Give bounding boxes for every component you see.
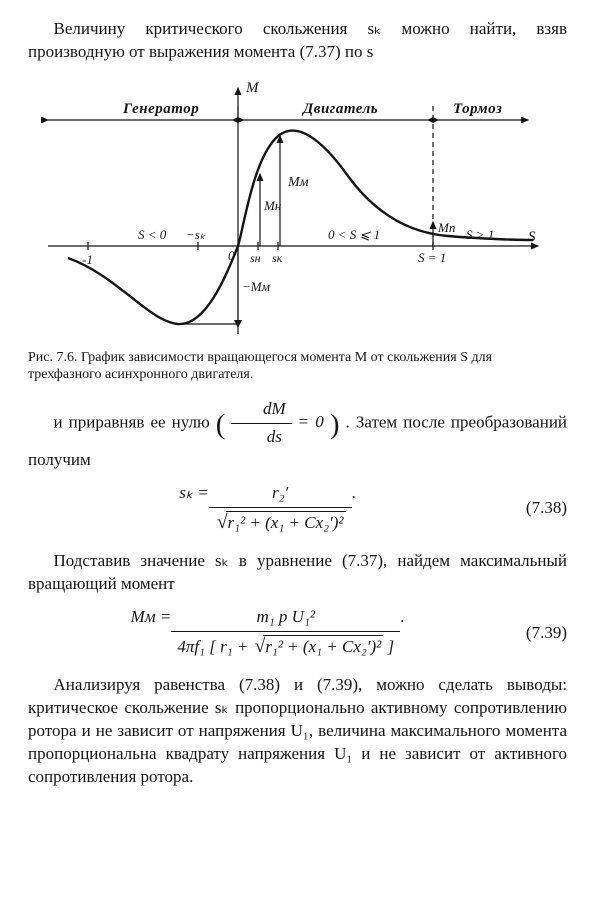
dMds-num: dM <box>231 398 291 424</box>
region-generator-label: Генератор <box>122 101 199 117</box>
equation-7-39: Mм = m₁ p U₁² 4πf₁ [ r₁ + r₁² + (x₁ + Cx… <box>28 606 567 660</box>
after-fig-paragraph: и приравняв ее нулю ( dM ds = 0 ) . Зате… <box>28 398 567 472</box>
dMds-inline-eq: ( dM ds = 0 ) <box>216 412 346 431</box>
eq38-num: r₂′ <box>209 482 352 508</box>
tick-neg-sk: −sₖ <box>186 227 206 242</box>
eq39-number: (7.39) <box>507 622 567 645</box>
region-brake-label: Тормоз <box>453 101 502 117</box>
eq39-den-prefix: 4πf₁ [ r₁ + <box>177 637 252 656</box>
tick-s-eq-1: S = 1 <box>418 250 446 265</box>
intro-paragraph: Величину критического скольжения sₖ можн… <box>28 18 567 64</box>
eq39-num: m₁ p U₁² <box>171 606 400 632</box>
eq38-number: (7.38) <box>507 497 567 520</box>
tick-sH: sн <box>250 251 261 265</box>
axis-M-label: M <box>245 80 260 96</box>
eq38-radicand: r₁² + (x₁ + Cx₂′)² <box>226 511 346 535</box>
eq39-radicand: r₁² + (x₁ + Cx₂′)² <box>263 635 383 659</box>
tick-sK: sк <box>272 251 283 265</box>
eq38-tail: . <box>352 482 356 536</box>
region-motor-label: Двигатель <box>301 101 378 117</box>
figure-caption: Рис. 7.6. График зависимости вращающегос… <box>28 349 567 384</box>
torque-slip-curve: Генератор Двигатель Тормоз M S -1 S < 0 … <box>28 76 548 336</box>
figure-7-6: Генератор Двигатель Тормоз M S -1 S < 0 … <box>28 76 567 343</box>
tick-s-lt-0: S < 0 <box>138 227 167 242</box>
dMds-den: ds <box>231 424 291 449</box>
eq38-lhs: sₖ = <box>179 482 209 536</box>
eq39-den-suffix: ] <box>383 637 394 656</box>
marker-MH: Mн <box>263 198 281 213</box>
marker-MM: Mм <box>287 175 309 190</box>
dMds-rhs: = 0 <box>292 412 324 431</box>
conclusion-paragraph: Анализируя равенства (7.38) и (7.39), мо… <box>28 674 567 789</box>
equation-7-38: sₖ = r₂′ r₁² + (x₁ + Cx₂′)² . (7.38) <box>28 482 567 536</box>
after-fig-prefix: и приравняв ее нулю <box>54 412 216 431</box>
eq39-lhs: Mм = <box>131 606 172 660</box>
axis-S-label: S <box>528 229 536 245</box>
marker-neg-MM: −Mм <box>242 279 270 294</box>
tick-range-0-1: 0 < S ⩽ 1 <box>328 227 380 242</box>
eq39-tail: . <box>400 606 404 660</box>
marker-MP: Mп <box>437 220 455 235</box>
mid-paragraph: Подставив значение sₖ в уравнение (7.37)… <box>28 550 567 596</box>
